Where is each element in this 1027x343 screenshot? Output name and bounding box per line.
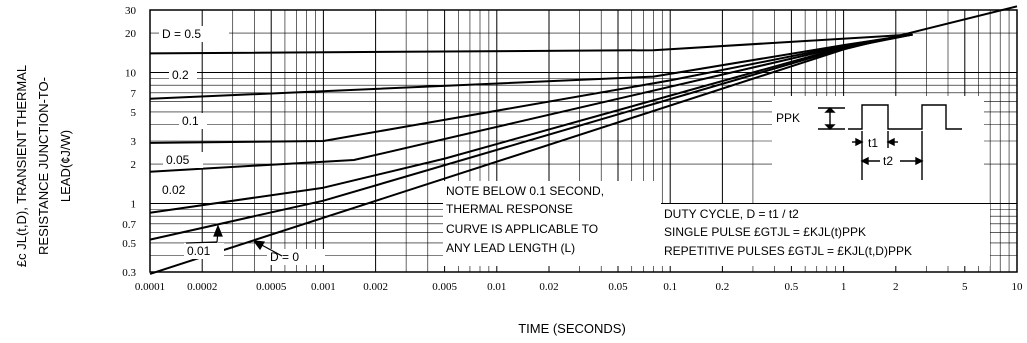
y-axis-title-line-2: RESISTANCE JUNCTION-TO- [36,77,51,255]
series-label: 0.02 [162,183,186,197]
inset-ppk-label: PPK [776,111,800,125]
x-tick-label: 1 [841,281,847,293]
series-label-bg [163,152,203,168]
series-label-bg [169,67,197,83]
x-tick-label: 0.2 [716,281,730,293]
x-tick-label: 0.02 [539,281,558,293]
x-tick-label: 0.0002 [187,281,217,293]
y-tick-label: 5 [131,107,137,119]
note-line-1: NOTE BELOW 0.1 SECOND, [446,184,604,198]
x-tick-label: 0.001 [311,281,336,293]
tick-labels: 0.0001 0.0002 0.0005 0.001 0.002 0.005 0.01 0.0… [122,5,1023,293]
x-tick-label: 0.0005 [256,281,287,293]
duty-cycle-line: DUTY CYCLE, D = t1 / t2 [664,207,799,221]
series-line [149,33,913,100]
duty-cycle-box: DUTY CYCLE, D = t1 / t2 SINGLE PULSE £GT… [660,204,990,266]
x-tick-label: 0.1 [663,281,677,293]
series-label-bg [267,249,325,265]
y-axis-title-line-3: LEAD(¢J/W) [58,130,73,202]
series-label: 0.1 [182,114,199,128]
series-label: D = 0.5 [162,27,201,41]
series-line [149,33,913,55]
pulse-waveform [848,104,962,130]
inset-t2-label: t2 [883,154,893,168]
x-tick-label: 0.002 [363,281,388,293]
series-label-bg [184,243,224,259]
x-axis-title: TIME (SECONDS) [518,321,626,336]
series-line [149,5,1018,275]
note-box: NOTE BELOW 0.1 SECOND, THERMAL RESPONSE … [443,181,661,266]
y-tick-label: 7 [131,88,137,100]
y-tick-label: 30 [125,5,137,17]
single-pulse-line: SINGLE PULSE £GTJL = £KJL(t)PPK [664,225,866,239]
y-tick-label: 10 [125,68,137,80]
note-line-2: THERMAL RESPONSE [446,202,573,216]
pulse-inset: PPK t1 t2 [772,96,984,203]
ppk-arrow [818,107,845,130]
x-tick-label: 2 [893,281,899,293]
y-axis-title-line-1: £c JL(t,D), TRANSIENT THERMAL [14,65,29,267]
repetitive-pulses-line: REPETITIVE PULSES £GTJL = £KJL(t,D)PPK [664,244,912,258]
curves [149,5,1018,275]
curve-pointers [185,224,283,257]
x-tick-label: 10 [1012,281,1024,293]
y-tick-label: 0.7 [122,219,136,231]
x-tick-label: 0.5 [785,281,799,293]
y-tick-label: 3 [131,136,137,148]
inset-t1-label: t1 [868,136,878,150]
note-line-3: CURVE IS APPLICABLE TO [446,222,598,236]
note-line-4: ANY LEAD LENGTH (L) [446,241,575,255]
curve-labels: D = 0.50.20.10.050.020.01 D = 0 [159,26,325,265]
y-tick-label: 20 [125,28,137,40]
plot-frame [149,9,1018,273]
x-tick-label: 0.05 [608,281,628,293]
x-tick-label: 5 [962,281,968,293]
y-axis-title: £c JL(t,D), TRANSIENT THERMAL RESISTANCE… [14,65,73,267]
y-tick-label: 2 [131,159,137,171]
series-label: 0.05 [166,153,190,167]
series-label: 0.2 [172,68,189,82]
x-tick-label: 0.005 [432,281,457,293]
y-tick-label: 1 [131,199,137,211]
y-tick-label: 0.3 [122,267,136,279]
x-tick-label: 0.01 [487,281,506,293]
series-label-bg [179,113,207,129]
series-label-bg [159,182,199,198]
t1-arrows [852,131,924,180]
series-label: 0.01 [187,244,211,258]
x-tick-label: 0.0001 [135,281,165,293]
y-tick-label: 0.5 [122,238,136,250]
series-label-bg [159,26,229,42]
